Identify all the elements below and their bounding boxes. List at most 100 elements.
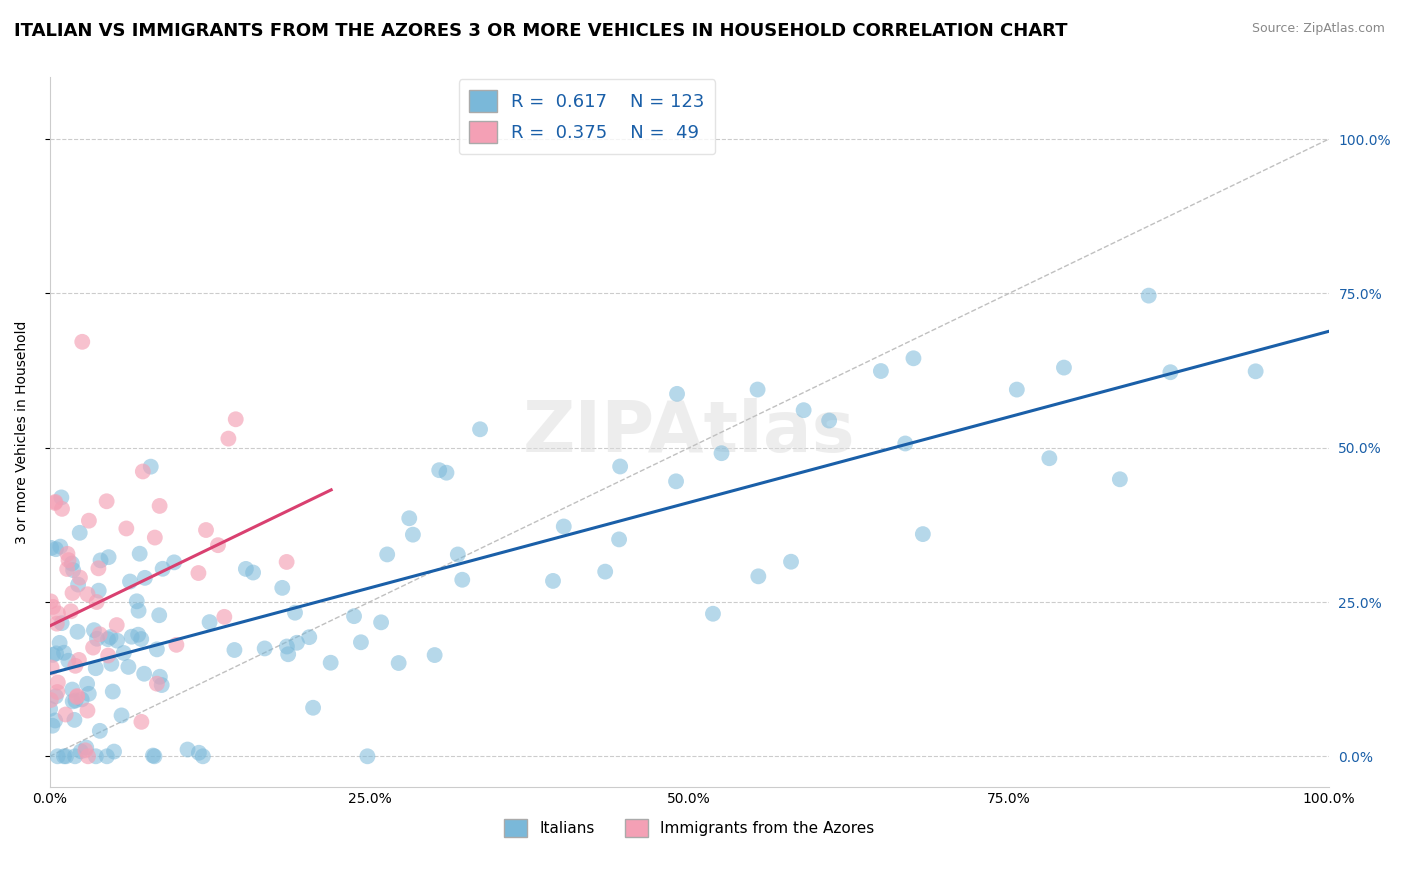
Point: [105, 618, 128, 632]
Point: [89, 627, 111, 641]
Point: [69, 571, 91, 585]
Point: [139, 459, 162, 474]
Point: [97, 632, 120, 647]
Point: [46, 607, 69, 621]
Point: [149, 499, 172, 513]
Point: [77, 749, 100, 764]
Text: Source: ZipAtlas.com: Source: ZipAtlas.com: [1251, 22, 1385, 36]
Point: [666, 387, 689, 401]
Point: [427, 463, 450, 477]
Point: [84, 661, 107, 675]
Point: [343, 609, 366, 624]
Point: [82, 640, 104, 655]
Point: [52, 749, 75, 764]
Point: [51, 616, 73, 631]
Point: [1244, 364, 1267, 378]
Point: [128, 547, 150, 561]
Point: [152, 562, 174, 576]
Point: [67, 577, 90, 591]
Point: [69, 744, 91, 758]
Point: [44, 496, 66, 510]
Point: [86, 595, 108, 609]
Point: [207, 538, 229, 552]
Point: [870, 364, 893, 378]
Point: [903, 351, 925, 366]
Point: [70, 692, 93, 706]
Point: [253, 641, 276, 656]
Point: [121, 630, 143, 644]
Point: [62, 694, 84, 708]
Point: [593, 565, 616, 579]
Point: [146, 676, 169, 690]
Point: [129, 632, 152, 646]
Point: [436, 466, 458, 480]
Point: [1159, 365, 1181, 379]
Point: [41, 660, 63, 674]
Point: [101, 684, 124, 698]
Point: [780, 555, 803, 569]
Point: [69, 525, 91, 540]
Point: [75, 743, 97, 757]
Point: [149, 670, 172, 684]
Point: [97, 648, 120, 663]
Point: [609, 459, 631, 474]
Point: [225, 412, 247, 426]
Point: [105, 633, 128, 648]
Point: [118, 574, 141, 589]
Point: [302, 700, 325, 714]
Point: [1005, 383, 1028, 397]
Point: [51, 491, 73, 505]
Point: [76, 587, 98, 601]
Point: [44, 495, 66, 509]
Point: [319, 656, 342, 670]
Point: [447, 548, 470, 562]
Point: [66, 690, 89, 704]
Point: [66, 689, 89, 703]
Point: [298, 630, 321, 644]
Point: [45, 542, 67, 557]
Point: [276, 555, 298, 569]
Point: [356, 749, 378, 764]
Point: [39, 702, 62, 716]
Point: [83, 623, 105, 637]
Point: [100, 630, 122, 644]
Point: [195, 523, 218, 537]
Point: [56, 562, 79, 576]
Point: [55, 749, 77, 764]
Point: [423, 648, 446, 662]
Point: [553, 519, 575, 533]
Point: [42, 599, 65, 614]
Point: [77, 687, 100, 701]
Point: [793, 403, 815, 417]
Point: [398, 511, 420, 525]
Point: [87, 583, 110, 598]
Point: [165, 638, 187, 652]
Point: [39, 594, 62, 608]
Point: [53, 646, 76, 660]
Text: ITALIAN VS IMMIGRANTS FROM THE AZORES 3 OR MORE VEHICLES IN HOUSEHOLD CORRELATIO: ITALIAN VS IMMIGRANTS FROM THE AZORES 3 …: [14, 22, 1067, 40]
Point: [58, 654, 80, 668]
Point: [142, 748, 165, 763]
Point: [110, 708, 132, 723]
Point: [89, 723, 111, 738]
Point: [665, 475, 688, 489]
Point: [370, 615, 392, 630]
Point: [60, 557, 83, 571]
Point: [451, 573, 474, 587]
Point: [115, 521, 138, 535]
Point: [100, 657, 122, 671]
Point: [132, 465, 155, 479]
Point: [42, 648, 65, 662]
Point: [284, 606, 307, 620]
Point: [277, 647, 299, 661]
Point: [77, 514, 100, 528]
Point: [818, 413, 841, 427]
Point: [375, 548, 398, 562]
Point: [468, 422, 491, 436]
Point: [117, 660, 139, 674]
Point: [76, 677, 98, 691]
Point: [235, 562, 257, 576]
Point: [911, 527, 934, 541]
Point: [46, 685, 69, 699]
Point: [48, 636, 70, 650]
